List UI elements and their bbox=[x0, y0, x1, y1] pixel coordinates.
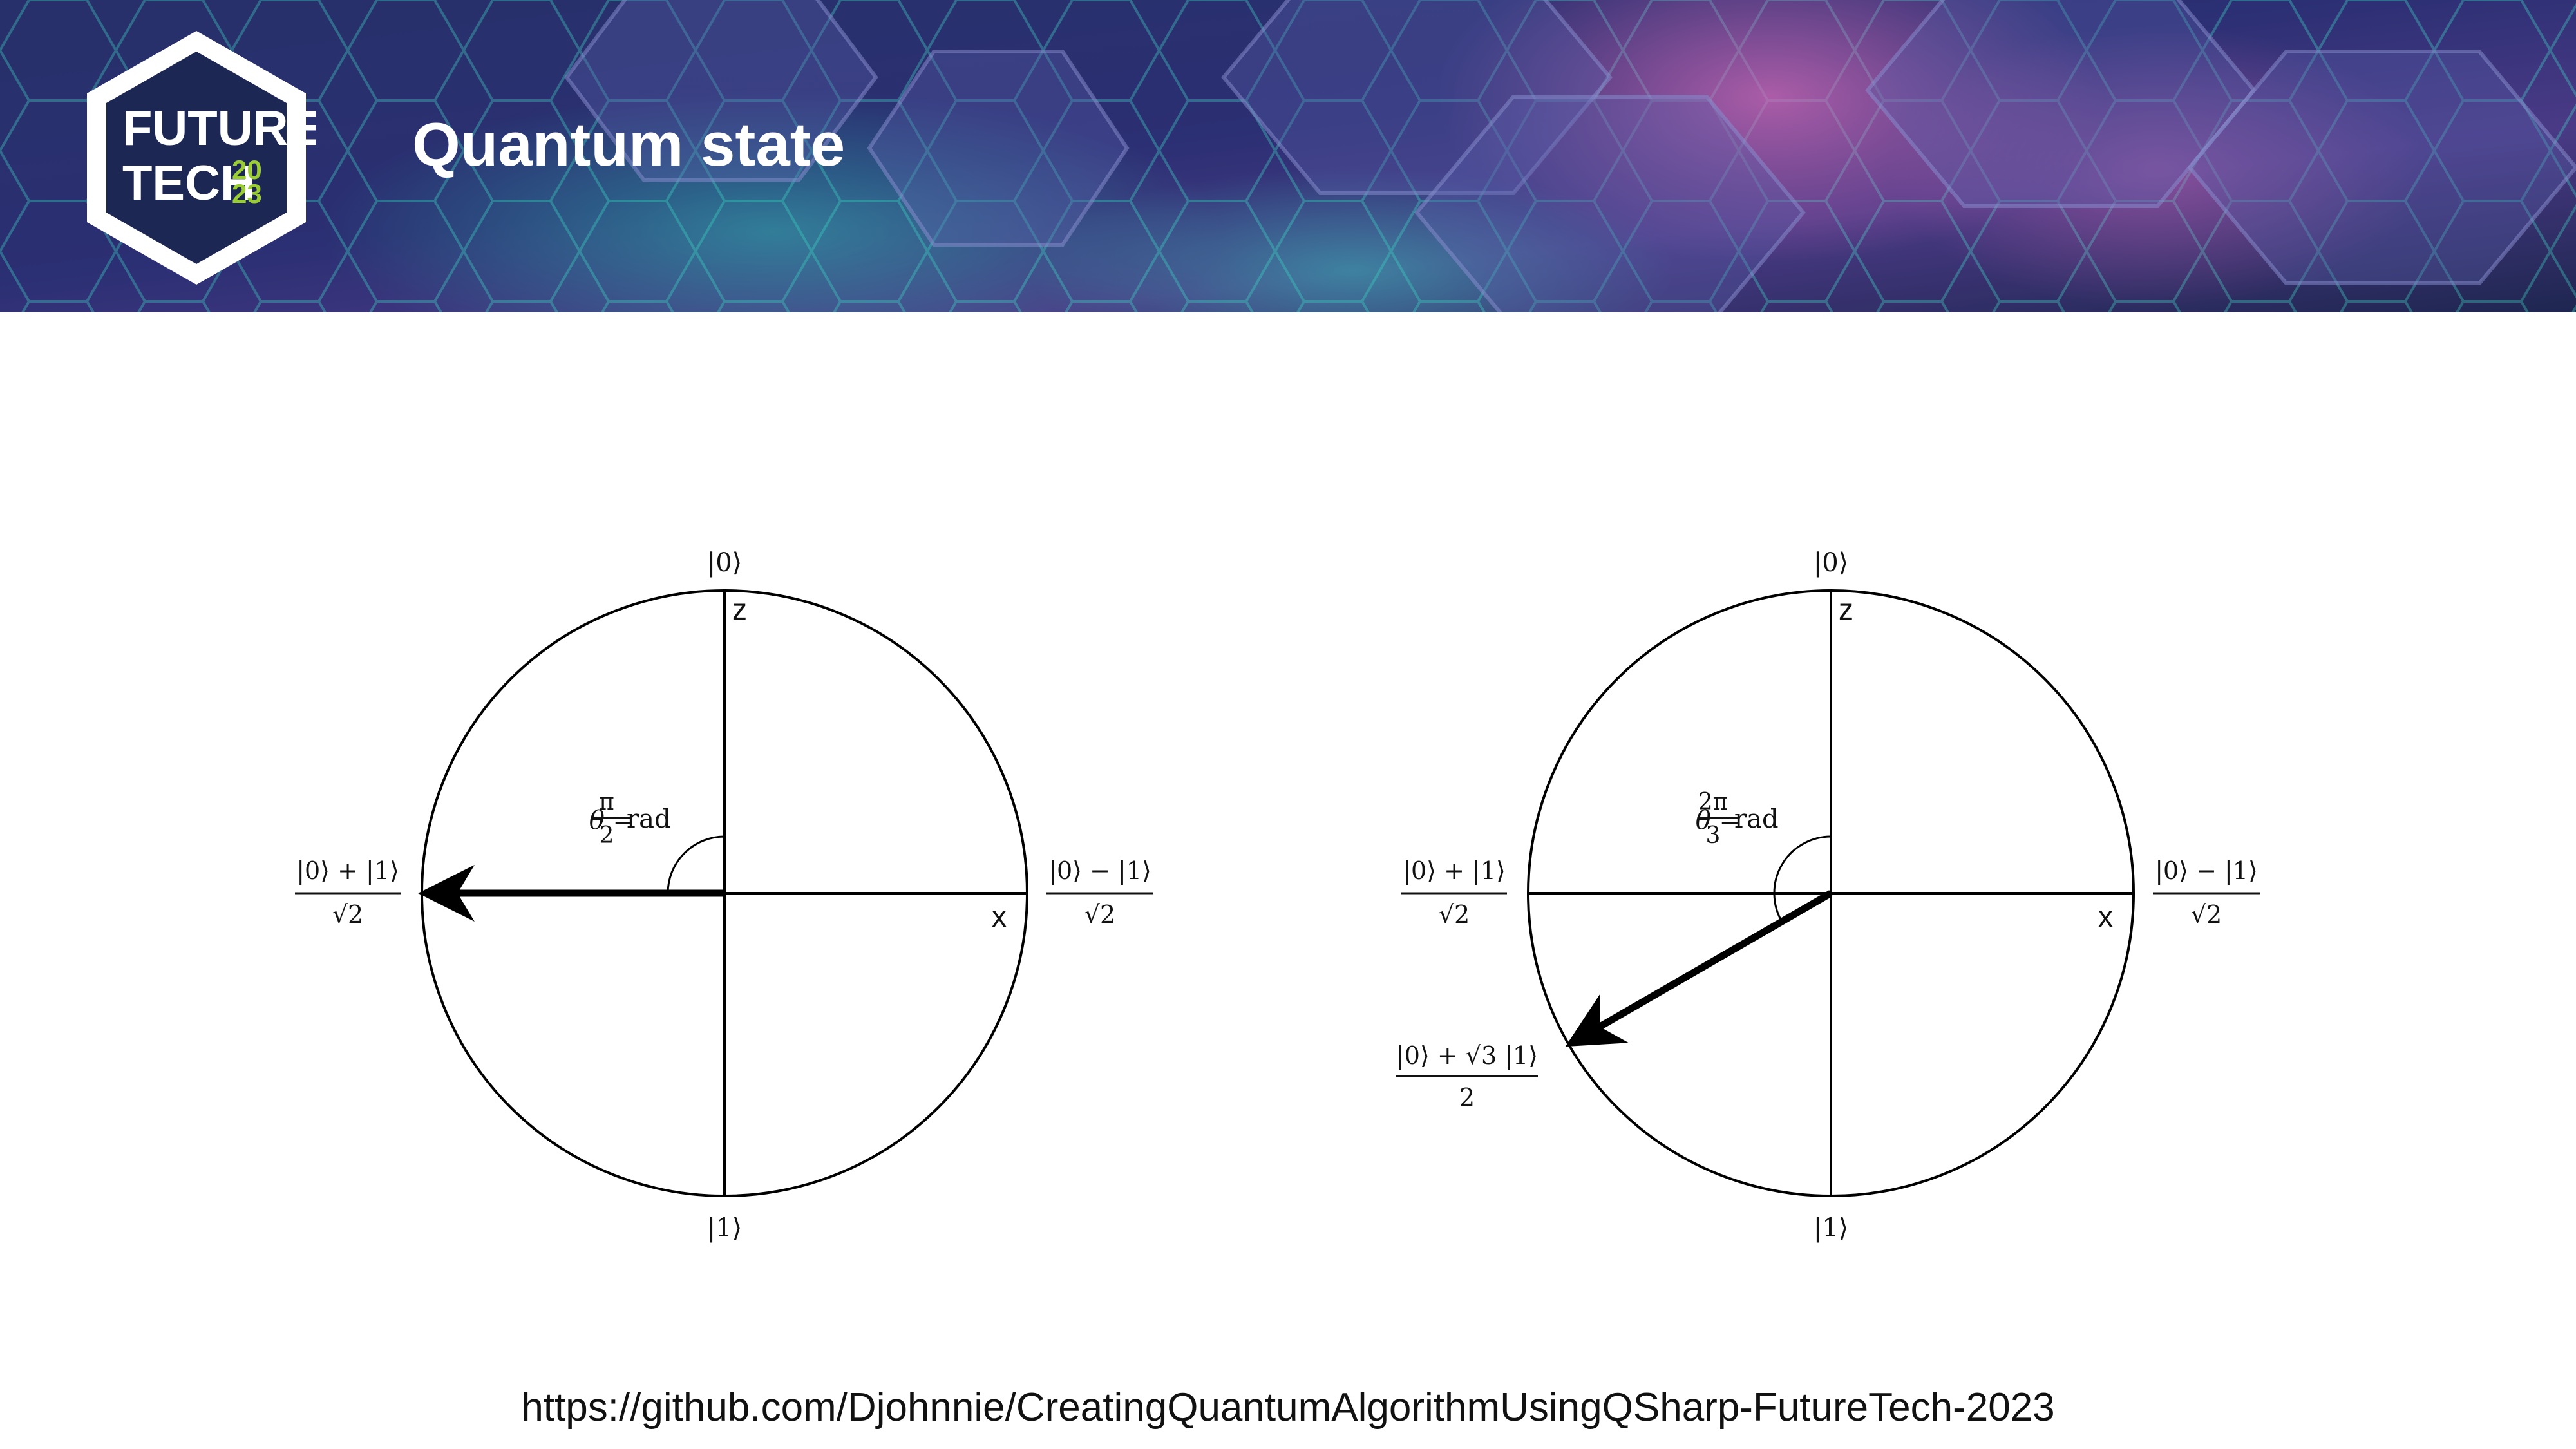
angle-denominator: 3 bbox=[1706, 822, 1721, 849]
angle-lhs: θ = bbox=[1696, 806, 1741, 835]
angle-denominator: 2 bbox=[600, 822, 614, 849]
z-axis-label: z bbox=[1839, 592, 1853, 626]
left-state-label: |0⟩ + |1⟩ √2 bbox=[1401, 857, 1507, 929]
state-vector-arrow bbox=[1565, 890, 1833, 1047]
angle-arc bbox=[667, 835, 725, 894]
hexagon-background bbox=[0, 0, 2576, 312]
left-label-numerator: |0⟩ + |1⟩ bbox=[296, 857, 399, 885]
right-label-denominator: √2 bbox=[1084, 900, 1115, 929]
ket-zero-label: |0⟩ bbox=[707, 548, 743, 578]
right-state-label: |0⟩ − |1⟩ √2 bbox=[2153, 857, 2260, 929]
angle-unit: rad bbox=[627, 804, 671, 834]
angle-label: θ = π 2 rad bbox=[589, 789, 671, 849]
ket-one-label: |1⟩ bbox=[1814, 1213, 1849, 1243]
logo-year-top: 20 bbox=[232, 155, 262, 185]
slide-title: Quantum state bbox=[412, 110, 846, 179]
logo-line2: TECH bbox=[122, 156, 256, 211]
x-axis-label: x bbox=[2098, 900, 2113, 933]
bloch-circle-1: z x |0⟩ |1⟩ θ = π 2 rad |0⟩ + |1⟩ √2 |0⟩… bbox=[295, 548, 1153, 1243]
vector-label-numerator: |0⟩ + √3 |1⟩ bbox=[1396, 1041, 1538, 1070]
z-axis-label: z bbox=[732, 592, 747, 626]
right-label-denominator: √2 bbox=[2191, 900, 2222, 929]
future-tech-logo: FUTURE TECH 20 23 bbox=[87, 31, 316, 285]
bloch-circle-2: z x |0⟩ |1⟩ θ = 2π 3 rad |0⟩ + |1⟩ √2 |0… bbox=[1396, 548, 2260, 1243]
x-axis-label: x bbox=[992, 900, 1007, 933]
left-label-denominator: √2 bbox=[1439, 900, 1470, 929]
bloch-diagrams-svg: z x |0⟩ |1⟩ θ = π 2 rad |0⟩ + |1⟩ √2 |0⟩… bbox=[295, 548, 2260, 1243]
angle-arc bbox=[1773, 835, 1832, 922]
angle-lhs: θ = bbox=[589, 806, 634, 835]
logo-year-bottom: 23 bbox=[232, 178, 262, 209]
angle-numerator: 2π bbox=[1698, 789, 1728, 815]
ket-zero-label: |0⟩ bbox=[1814, 548, 1849, 578]
header-banner: FUTURE TECH 20 23 Quantum state bbox=[0, 0, 2576, 312]
source-url-link[interactable]: https://github.com/Djohnnie/CreatingQuan… bbox=[521, 1385, 2055, 1430]
angle-numerator: π bbox=[599, 789, 614, 815]
left-state-label: |0⟩ + |1⟩ √2 bbox=[295, 857, 401, 929]
left-label-denominator: √2 bbox=[332, 900, 363, 929]
angle-unit: rad bbox=[1734, 804, 1779, 834]
right-label-numerator: |0⟩ − |1⟩ bbox=[2155, 857, 2258, 885]
logo-line1: FUTURE bbox=[122, 101, 316, 156]
vector-label-denominator: 2 bbox=[1459, 1083, 1475, 1112]
ket-one-label: |1⟩ bbox=[707, 1213, 743, 1243]
vector-state-label: |0⟩ + √3 |1⟩ 2 bbox=[1396, 1041, 1538, 1112]
right-state-label: |0⟩ − |1⟩ √2 bbox=[1046, 857, 1153, 929]
diagrams-area: z x |0⟩ |1⟩ θ = π 2 rad |0⟩ + |1⟩ √2 |0⟩… bbox=[0, 312, 2576, 1343]
angle-label: θ = 2π 3 rad bbox=[1696, 789, 1779, 849]
right-label-numerator: |0⟩ − |1⟩ bbox=[1048, 857, 1151, 885]
left-label-numerator: |0⟩ + |1⟩ bbox=[1403, 857, 1506, 885]
